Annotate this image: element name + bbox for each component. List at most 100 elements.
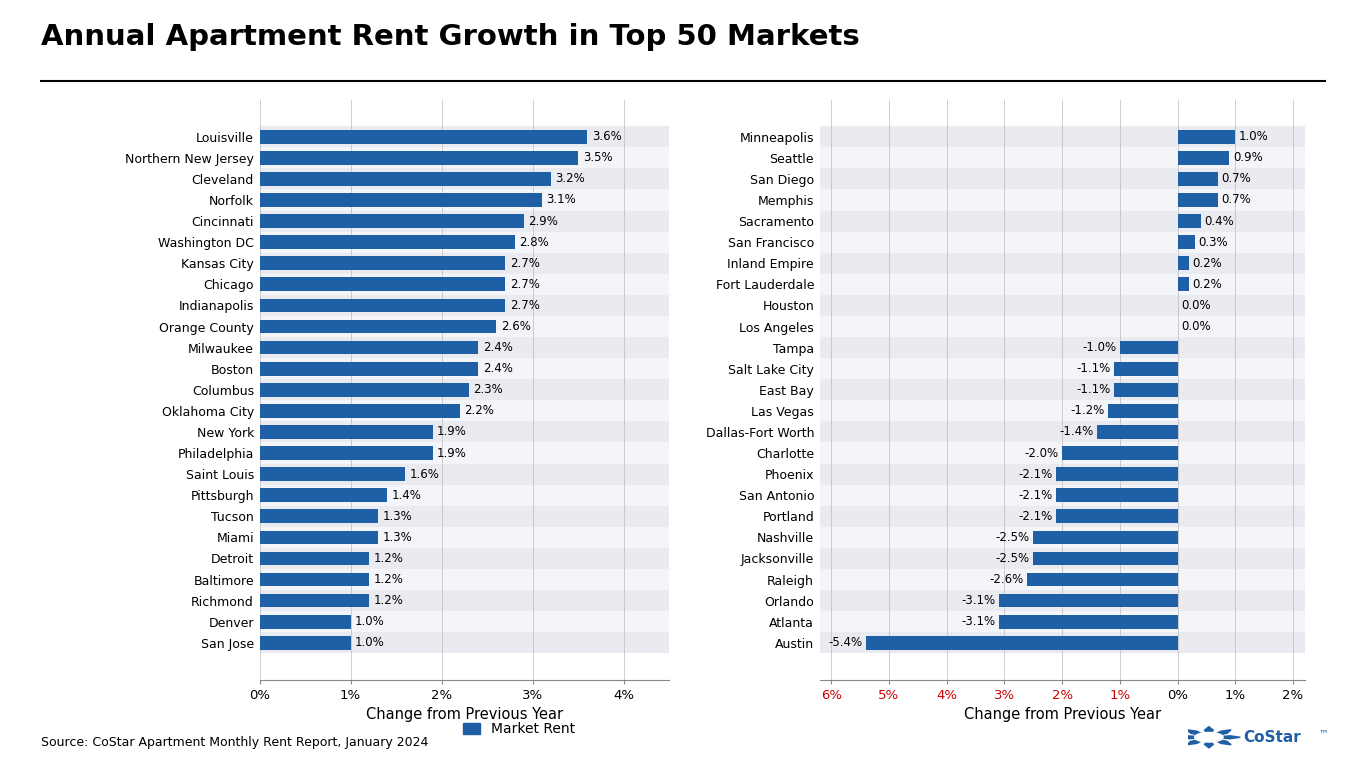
Bar xyxy=(820,316,1305,337)
Bar xyxy=(1056,488,1177,502)
Bar xyxy=(260,422,669,442)
Bar xyxy=(820,232,1305,253)
Bar xyxy=(1177,235,1195,249)
Text: -1.0%: -1.0% xyxy=(1082,341,1116,354)
Bar xyxy=(1108,404,1177,418)
Text: 1.6%: 1.6% xyxy=(410,468,440,481)
Bar xyxy=(820,485,1305,506)
Polygon shape xyxy=(1205,727,1213,737)
Bar xyxy=(260,548,669,569)
Circle shape xyxy=(1195,733,1223,742)
Text: 3.2%: 3.2% xyxy=(556,172,585,185)
Text: ™: ™ xyxy=(1318,729,1328,739)
Bar xyxy=(260,341,478,355)
Text: 2.4%: 2.4% xyxy=(482,362,512,376)
Bar xyxy=(1097,425,1177,439)
Bar xyxy=(1177,214,1201,228)
Bar xyxy=(260,404,460,418)
Bar xyxy=(260,295,669,316)
Text: -2.5%: -2.5% xyxy=(996,552,1030,565)
Bar xyxy=(260,168,669,190)
Polygon shape xyxy=(1177,736,1209,739)
Bar xyxy=(260,636,351,650)
Bar xyxy=(260,383,469,396)
Bar xyxy=(260,531,378,545)
Bar xyxy=(1115,383,1177,396)
Polygon shape xyxy=(1187,730,1209,737)
Bar xyxy=(820,422,1305,442)
Bar xyxy=(1177,193,1218,207)
Text: 1.2%: 1.2% xyxy=(373,573,403,586)
Bar xyxy=(260,190,669,210)
Polygon shape xyxy=(1209,730,1231,737)
Bar xyxy=(260,632,669,654)
Text: 1.3%: 1.3% xyxy=(382,531,413,544)
X-axis label: Change from Previous Year: Change from Previous Year xyxy=(963,707,1161,722)
Bar xyxy=(820,442,1305,464)
Bar xyxy=(260,615,351,628)
Bar xyxy=(999,615,1177,628)
Text: 1.4%: 1.4% xyxy=(392,488,422,502)
Bar xyxy=(260,253,669,274)
Text: -5.4%: -5.4% xyxy=(828,636,862,649)
Bar xyxy=(820,168,1305,190)
Bar xyxy=(260,151,578,164)
Bar xyxy=(820,253,1305,274)
Bar xyxy=(260,147,669,168)
Text: 0.4%: 0.4% xyxy=(1203,214,1233,227)
Bar xyxy=(260,257,505,270)
Bar xyxy=(1115,362,1177,376)
Bar xyxy=(260,358,669,379)
Bar xyxy=(260,551,369,565)
Bar xyxy=(820,210,1305,232)
Bar xyxy=(820,506,1305,527)
Bar xyxy=(260,506,669,527)
Text: 0.0%: 0.0% xyxy=(1182,299,1210,312)
Bar xyxy=(260,488,387,502)
Bar xyxy=(260,126,669,147)
Text: -2.0%: -2.0% xyxy=(1024,446,1059,459)
Bar xyxy=(260,442,669,464)
Bar xyxy=(820,590,1305,611)
Bar xyxy=(1177,277,1188,291)
Bar xyxy=(820,632,1305,654)
Legend: Market Rent: Market Rent xyxy=(458,717,581,742)
Bar xyxy=(260,172,550,186)
Text: 1.2%: 1.2% xyxy=(373,552,403,565)
Polygon shape xyxy=(1209,737,1231,745)
Bar xyxy=(1056,509,1177,523)
Bar xyxy=(260,130,587,144)
Text: 0.0%: 0.0% xyxy=(1182,320,1210,333)
Text: 2.7%: 2.7% xyxy=(510,299,540,312)
Bar xyxy=(260,464,669,485)
Text: 1.2%: 1.2% xyxy=(373,594,403,607)
Text: 0.2%: 0.2% xyxy=(1193,257,1223,270)
Text: Annual Apartment Rent Growth in Top 50 Markets: Annual Apartment Rent Growth in Top 50 M… xyxy=(41,23,859,51)
Text: 3.5%: 3.5% xyxy=(583,151,612,164)
Bar xyxy=(260,509,378,523)
Bar xyxy=(820,548,1305,569)
Text: -1.1%: -1.1% xyxy=(1076,383,1111,396)
Text: -1.1%: -1.1% xyxy=(1076,362,1111,376)
Bar xyxy=(820,527,1305,548)
Bar xyxy=(260,362,478,376)
Text: 1.0%: 1.0% xyxy=(1239,131,1269,144)
Bar xyxy=(260,319,496,333)
Bar xyxy=(820,400,1305,422)
Bar xyxy=(820,464,1305,485)
Text: -2.5%: -2.5% xyxy=(996,531,1030,544)
Bar xyxy=(1027,573,1177,587)
Text: 3.6%: 3.6% xyxy=(591,131,622,144)
Text: 0.7%: 0.7% xyxy=(1221,194,1251,207)
Text: Source: CoStar Apartment Monthly Rent Report, January 2024: Source: CoStar Apartment Monthly Rent Re… xyxy=(41,736,429,749)
Bar xyxy=(1056,467,1177,481)
Text: -1.2%: -1.2% xyxy=(1071,404,1105,417)
Bar xyxy=(820,190,1305,210)
Bar xyxy=(260,569,669,590)
Text: 2.6%: 2.6% xyxy=(501,320,531,333)
Bar xyxy=(260,425,433,439)
Bar xyxy=(260,594,369,607)
Bar xyxy=(260,274,669,295)
Bar xyxy=(820,126,1305,147)
Text: 0.2%: 0.2% xyxy=(1193,278,1223,291)
